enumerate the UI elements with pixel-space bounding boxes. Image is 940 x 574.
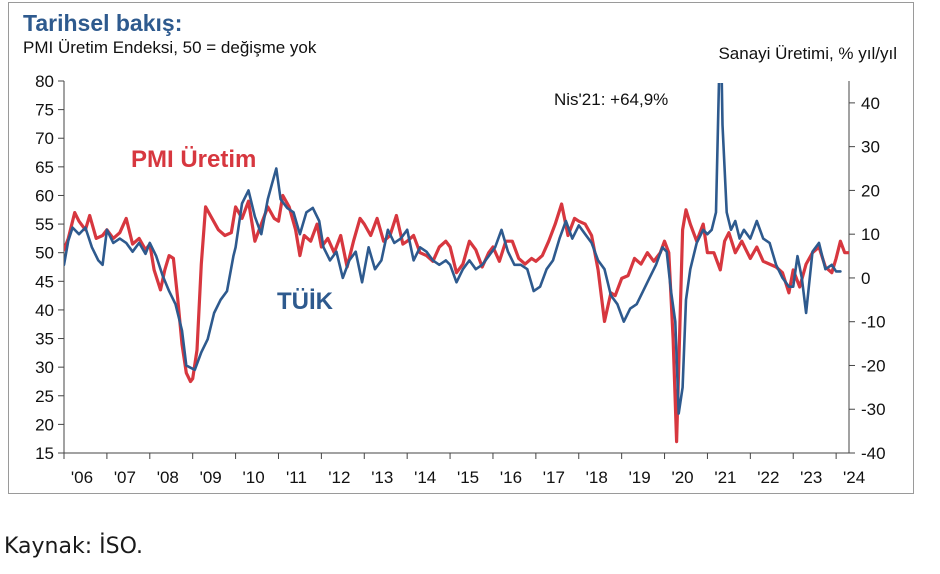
x-tick-label: '15	[457, 468, 479, 487]
left-tick-label: 20	[35, 415, 54, 434]
right-tick-label: -40	[861, 444, 886, 463]
series-label-pmi: PMI Üretim	[131, 146, 256, 173]
series-layer	[64, 83, 849, 444]
x-tick-label: '21	[714, 468, 736, 487]
left-tick-label: 75	[35, 101, 54, 120]
left-tick-label: 60	[35, 186, 54, 205]
right-tick-label: 20	[861, 181, 880, 200]
right-axis-title: Sanayi Üretimi, % yıl/yıl	[718, 44, 897, 63]
series-line-pmi	[64, 193, 849, 444]
chart-frame: Tarihsel bakış: PMI Üretim Endeksi, 50 =…	[8, 2, 914, 494]
right-tick-label: -10	[861, 313, 886, 332]
x-tick-label: '13	[371, 468, 393, 487]
x-tick-label: '08	[157, 468, 179, 487]
series-line-tuik	[64, 83, 842, 415]
x-tick-label: '18	[586, 468, 608, 487]
x-tick-label: '20	[671, 468, 693, 487]
series-label-tuik: TÜİK	[277, 288, 334, 315]
chart-svg: Tarihsel bakış: PMI Üretim Endeksi, 50 =…	[23, 10, 897, 487]
right-tick-label: 10	[861, 225, 880, 244]
right-tick-label: -20	[861, 356, 886, 375]
left-tick-label: 30	[35, 358, 54, 377]
left-tick-label: 70	[35, 129, 54, 148]
left-tick-label: 80	[35, 72, 54, 91]
x-axis: '06 '07 '08 '09 '10 '11 '12 '13 '14 '15 '16 '17 '18 '…	[63, 452, 865, 487]
x-tick-label: '10	[243, 468, 265, 487]
x-tick-label: '19	[629, 468, 651, 487]
right-tick-label: 0	[861, 269, 870, 288]
right-tick-label: -30	[861, 400, 886, 419]
chart-subtitle: PMI Üretim Endeksi, 50 = değişme yok	[23, 38, 317, 57]
x-tick-label: '06	[71, 468, 93, 487]
x-tick-label: '09	[200, 468, 222, 487]
left-tick-label: 50	[35, 244, 54, 263]
x-tick-label: '24	[843, 468, 865, 487]
left-tick-label: 15	[35, 444, 54, 463]
source-caption: Kaynak: İSO.	[4, 534, 143, 559]
left-tick-label: 65	[35, 158, 54, 177]
x-tick-label: '11	[286, 468, 307, 487]
peak-annotation: Nis'21: +64,9%	[554, 90, 668, 109]
x-tick-label: '23	[800, 468, 822, 487]
x-tick-label: '07	[114, 468, 136, 487]
right-tick-label: 40	[861, 94, 880, 113]
left-tick-label: 35	[35, 330, 54, 349]
x-tick-label: '12	[328, 468, 350, 487]
right-tick-label: 30	[861, 138, 880, 157]
left-tick-label: 40	[35, 301, 54, 320]
x-tick-label: '17	[543, 468, 565, 487]
left-tick-label: 55	[35, 215, 54, 234]
x-tick-label: '16	[500, 468, 522, 487]
right-axis: -40 -30 -20 -10 0 10 20 30 40	[848, 81, 886, 463]
left-tick-label: 25	[35, 387, 54, 406]
left-axis: 15 20 25 30 35 40 45 50 55 60 65 70 75 80	[35, 72, 65, 463]
x-tick-label: '22	[757, 468, 779, 487]
x-tick-label: '14	[414, 468, 436, 487]
left-tick-label: 45	[35, 272, 54, 291]
chart-title: Tarihsel bakış:	[23, 10, 182, 36]
